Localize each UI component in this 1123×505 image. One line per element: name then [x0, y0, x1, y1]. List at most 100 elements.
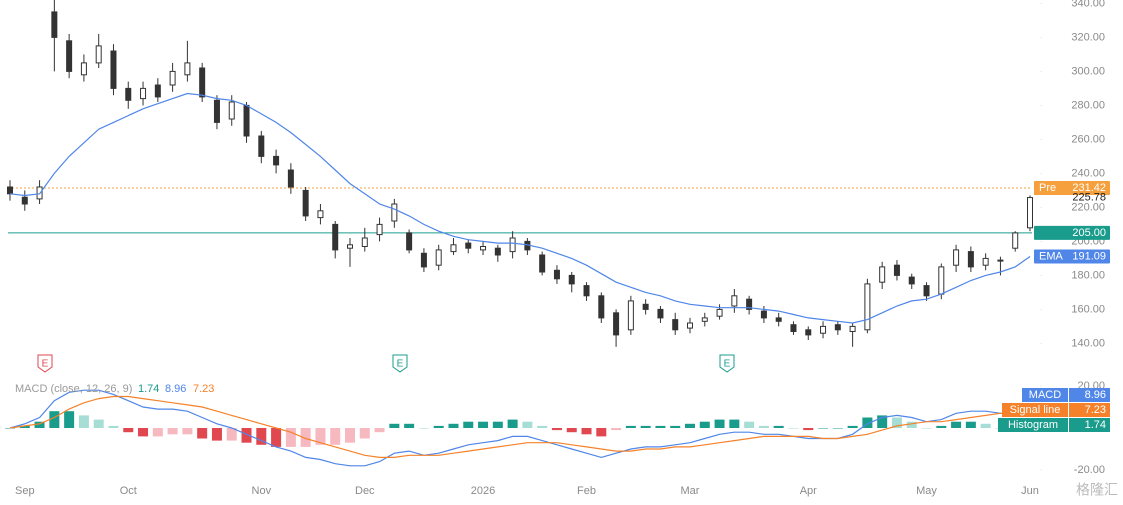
earnings-label: E: [724, 359, 731, 370]
y-tick-label: 280.00: [1071, 99, 1105, 111]
candle-body: [110, 50, 117, 89]
histogram-bar: [891, 417, 902, 428]
histogram-bar: [803, 428, 814, 431]
histogram-bar: [226, 428, 237, 441]
histogram-bar: [951, 421, 962, 428]
candle-body: [80, 62, 87, 76]
y-tick-label: 160.00: [1071, 303, 1105, 315]
price-tag: [1034, 249, 1110, 264]
candle-body: [95, 45, 102, 64]
candle-body: [465, 242, 472, 249]
candle-body: [657, 308, 664, 319]
legend-value: 8.96: [165, 383, 186, 395]
candle-body: [687, 322, 693, 329]
candle-body: [672, 319, 679, 331]
histogram-bar: [847, 425, 858, 428]
candle-body: [731, 295, 738, 307]
histogram-bar: [345, 428, 355, 443]
legend-name: MACD: [1029, 389, 1061, 401]
candle-body: [583, 285, 590, 297]
candle-body: [746, 298, 753, 310]
earnings-marker: E: [37, 354, 53, 373]
histogram-bar: [537, 425, 548, 428]
candle-body: [228, 101, 235, 120]
histogram-bar: [182, 428, 193, 435]
candle-body: [66, 40, 73, 72]
histogram-bar: [108, 425, 119, 428]
histogram-bar: [714, 419, 725, 428]
candle-body: [273, 155, 280, 166]
candle-body: [243, 104, 250, 137]
candle-body: [154, 84, 161, 98]
price-tag: [1034, 225, 1110, 240]
legend-value-box: [1069, 418, 1110, 432]
histogram-bar: [655, 425, 666, 428]
histogram-bar: [256, 428, 267, 445]
histogram-bar: [93, 419, 104, 428]
candle-body: [391, 203, 398, 222]
histogram-bar: [921, 428, 932, 429]
legend-name-box: [998, 418, 1068, 432]
histogram-bar: [685, 423, 695, 428]
earnings-marker: E: [719, 354, 735, 373]
tag-value: 205.00: [1072, 227, 1106, 239]
x-tick-label: Mar: [681, 485, 700, 497]
histogram-bar: [581, 428, 592, 435]
histogram-bar: [448, 423, 459, 428]
candle-body: [849, 325, 856, 332]
candle-body: [21, 196, 28, 205]
earnings-label: E: [42, 359, 49, 370]
candle-body: [997, 259, 1004, 262]
histogram-bar: [271, 428, 282, 447]
legend-value: 1.74: [1085, 419, 1106, 431]
histogram-bar: [744, 421, 755, 428]
histogram-bar: [625, 425, 636, 428]
candle-body: [51, 11, 58, 38]
tag-name: EMA: [1039, 250, 1064, 262]
histogram-bar: [330, 428, 341, 445]
legend-value-box: [1069, 403, 1110, 417]
legend-value: 7.23: [1085, 404, 1106, 416]
legend-name: Histogram: [1008, 419, 1058, 431]
histogram-bar: [5, 428, 15, 429]
histogram-bar: [980, 423, 991, 428]
x-tick-label: Feb: [577, 485, 596, 497]
candle-body: [716, 308, 723, 317]
histogram-bar: [404, 423, 415, 428]
candle-body: [539, 254, 546, 273]
histogram-bar: [49, 411, 60, 428]
histogram-bar: [315, 428, 326, 445]
y-tick-label: 240.00: [1071, 167, 1105, 179]
histogram-bar: [492, 421, 503, 428]
histogram-bar: [418, 428, 429, 429]
histogram-bar: [670, 425, 681, 428]
candle-body: [480, 246, 487, 251]
earnings-badge: [392, 354, 408, 373]
candle-body: [568, 274, 575, 285]
candle-body: [494, 247, 501, 256]
ema-line: [9, 92, 1031, 324]
histogram-bar: [773, 425, 784, 428]
histogram-bar: [152, 428, 163, 437]
legend-value: 1.74: [138, 383, 159, 395]
histogram-bar: [936, 425, 947, 428]
candle-body: [169, 70, 176, 86]
x-tick-label: Apr: [800, 485, 817, 497]
histogram-bar: [818, 428, 829, 429]
tag-value: 191.09: [1072, 250, 1106, 262]
candle-body: [775, 317, 782, 322]
x-tick-label: Oct: [120, 485, 137, 497]
legend-value: 8.96: [1085, 389, 1106, 401]
histogram-bar: [832, 428, 843, 429]
candle-body: [598, 295, 605, 319]
candle-body: [893, 264, 900, 276]
candle-body: [258, 135, 265, 157]
histogram-bar: [551, 428, 562, 431]
histogram-bar: [611, 428, 622, 431]
y-tick-label: -20.00: [1074, 464, 1105, 476]
histogram-bar: [596, 428, 607, 437]
legend-value: 7.23: [193, 383, 214, 395]
histogram-bar: [19, 425, 30, 428]
histogram-bar: [138, 428, 149, 437]
